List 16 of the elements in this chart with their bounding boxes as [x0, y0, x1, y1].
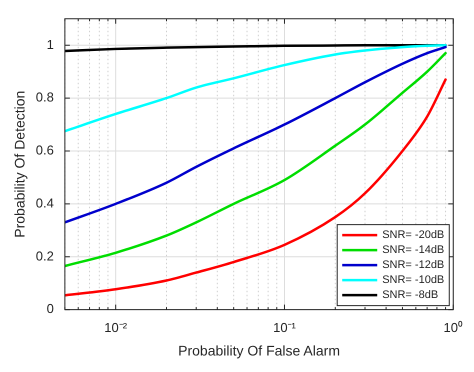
y-tick-label: 0 [46, 301, 54, 316]
legend-label: SNR= -14dB [382, 244, 444, 256]
y-tick-label: 0.2 [36, 248, 54, 264]
y-axis-title: Probability Of Detection [11, 90, 28, 238]
x-axis-title: Probability Of False Alarm [178, 342, 340, 358]
y-tick-label: 1 [46, 36, 54, 52]
legend-label: SNR= -20dB [382, 229, 444, 242]
y-tick-label: 0.6 [36, 142, 54, 158]
x-tick-label: 10⁻² [104, 320, 128, 335]
x-tick-label: 10⁰ [444, 320, 464, 335]
legend-label: SNR= -12dB [382, 259, 444, 272]
x-tick-label: 10⁻¹ [273, 320, 297, 335]
legend-label: SNR= -10dB [382, 274, 444, 286]
legend-label: SNR= -8dB [382, 289, 438, 302]
y-tick-label: 0.4 [36, 195, 54, 210]
y-tick-label: 0.8 [36, 90, 54, 105]
